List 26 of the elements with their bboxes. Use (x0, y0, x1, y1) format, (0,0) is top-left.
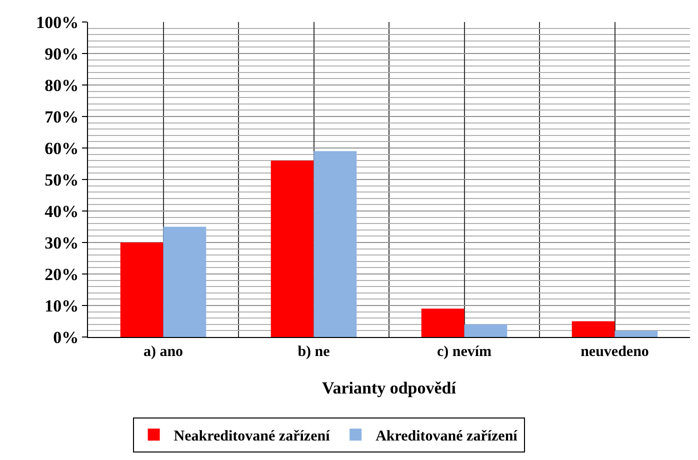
legend-label: Akreditované zařízení (376, 428, 518, 444)
y-tick-label: 60% (44, 138, 79, 158)
y-tick-label: 90% (44, 44, 79, 64)
y-tick-label: 30% (44, 233, 79, 252)
bar (270, 160, 314, 337)
bar (614, 330, 658, 337)
bar (464, 324, 508, 337)
y-tick-label: 70% (44, 107, 79, 126)
bar (421, 308, 464, 337)
bar (572, 321, 615, 337)
x-axis-title: Varianty odpovědí (322, 378, 456, 398)
y-tick-label: 20% (44, 264, 79, 284)
y-tick-label: 40% (44, 202, 79, 221)
y-tick-label: 50% (44, 170, 79, 190)
x-tick-label: neuvedeno (580, 344, 649, 360)
x-tick-label: a) ano (143, 344, 184, 360)
y-tick-label: 0% (53, 328, 79, 347)
y-tick-label: 80% (44, 76, 79, 95)
y-tick-label: 10% (44, 296, 79, 316)
bar (314, 151, 357, 337)
x-tick-label: b) ne (298, 344, 330, 360)
bar (120, 242, 164, 337)
x-tick-label: c) nevím (436, 344, 492, 360)
y-tick-label: 100% (36, 12, 79, 32)
legend-label: Neakreditované zařízení (174, 428, 331, 444)
bar (163, 226, 206, 337)
